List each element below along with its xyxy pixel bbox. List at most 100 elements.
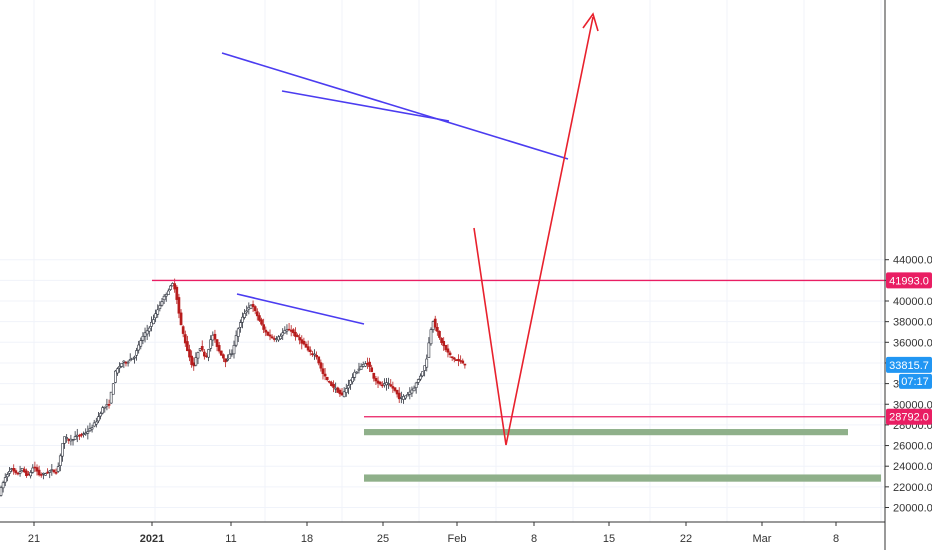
candle-body <box>133 356 136 359</box>
candle-body <box>302 340 306 345</box>
candle-body <box>16 472 20 475</box>
level-badge-bg <box>886 272 932 289</box>
candle-body <box>277 336 280 341</box>
candle-body <box>228 353 232 359</box>
candle-body <box>461 360 465 364</box>
candle-body <box>344 388 348 393</box>
candle-body <box>207 349 210 358</box>
candle-body <box>304 343 308 348</box>
candle-body <box>255 311 259 317</box>
candle-body <box>325 376 329 381</box>
candle-body <box>147 327 151 332</box>
candle-body <box>452 357 456 360</box>
projection-line <box>473 16 594 446</box>
projection-path <box>473 12 599 446</box>
candle-body <box>166 290 170 295</box>
candle-body <box>283 330 287 334</box>
x-tick-label: 8 <box>833 533 839 545</box>
candle-body <box>97 416 100 422</box>
candle-body <box>397 392 401 400</box>
candle-body <box>249 304 253 309</box>
candle-body <box>438 330 441 338</box>
candle-body <box>374 377 378 382</box>
candle-body <box>145 330 149 335</box>
candle-body <box>253 306 257 312</box>
candle-body <box>6 474 9 478</box>
candle-body <box>126 361 130 364</box>
x-tick-label: 21 <box>28 533 40 545</box>
candle-body <box>0 487 3 496</box>
candle-body <box>67 439 71 441</box>
candle-body <box>245 310 249 313</box>
candle-body <box>463 363 467 366</box>
candle-body <box>450 356 454 359</box>
candle-body <box>372 372 376 379</box>
candle-body <box>196 352 200 359</box>
candle-body <box>370 367 374 373</box>
candle-body <box>94 421 98 425</box>
support-zones <box>364 429 881 482</box>
candle-body <box>366 362 369 365</box>
candle-body <box>251 304 255 307</box>
candle-body <box>391 386 395 389</box>
candle-body <box>194 357 198 366</box>
support-zone <box>364 474 881 482</box>
x-tick-label: 8 <box>531 533 537 545</box>
candle-body <box>209 339 213 349</box>
candle-body <box>321 368 325 374</box>
candle-body <box>262 324 266 330</box>
candle-body <box>164 294 168 297</box>
candle-body <box>18 471 22 474</box>
candle-body <box>433 318 437 328</box>
candle-body <box>429 329 433 345</box>
candle-body <box>234 335 238 346</box>
candle-body <box>275 338 278 340</box>
y-tick-label: 24000.0 <box>893 461 932 473</box>
candle-body <box>188 349 191 358</box>
candle-body <box>122 360 126 363</box>
trendline <box>281 90 450 122</box>
candle-body <box>306 346 310 351</box>
candle-body <box>222 354 225 359</box>
candle-body <box>440 337 443 343</box>
candle-body <box>317 356 321 364</box>
candle-body <box>323 373 327 377</box>
candle-body <box>315 354 318 358</box>
candle-body <box>230 353 234 355</box>
candle-body <box>300 339 304 344</box>
candle-body <box>408 391 412 395</box>
candle-body <box>395 389 399 395</box>
candle-body <box>363 363 367 367</box>
candle-body <box>308 349 312 353</box>
candle-body <box>61 443 64 457</box>
candle-body <box>27 473 30 476</box>
candle-body <box>383 383 386 386</box>
candlestick-series[interactable] <box>0 278 467 497</box>
candle-body <box>35 467 39 472</box>
candle-body <box>419 375 422 380</box>
candle-body <box>353 371 357 378</box>
candle-body <box>111 383 115 395</box>
candle-body <box>183 334 187 344</box>
candle-body <box>69 438 73 442</box>
candle-body <box>190 355 193 365</box>
candle-body <box>156 309 160 315</box>
candle-body <box>455 359 458 362</box>
candle-body <box>25 470 28 477</box>
candle-body <box>73 436 77 440</box>
candle-body <box>387 383 390 385</box>
candle-body <box>298 337 302 341</box>
candle-body <box>412 387 416 392</box>
candle-body <box>211 334 215 341</box>
candle-body <box>128 359 132 362</box>
candle-body <box>152 319 155 324</box>
candle-body <box>448 352 452 355</box>
candle-body <box>425 358 429 368</box>
candle-body <box>3 477 7 483</box>
candle-body <box>342 391 346 398</box>
horizontal-levels <box>152 279 885 418</box>
candle-body <box>92 422 96 427</box>
candle-body <box>103 406 107 409</box>
